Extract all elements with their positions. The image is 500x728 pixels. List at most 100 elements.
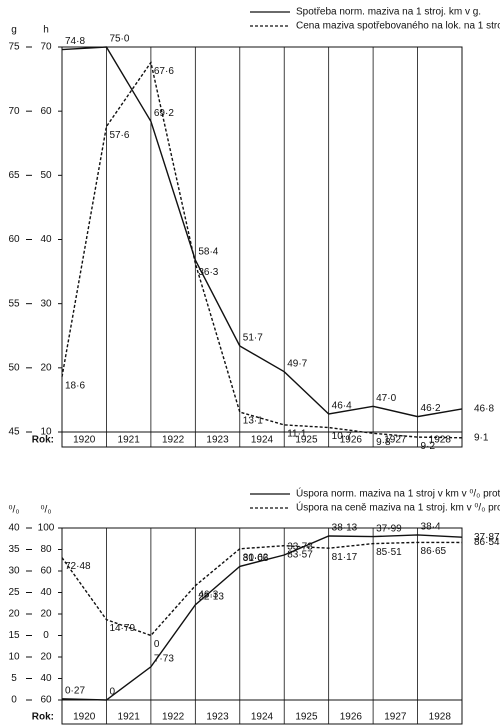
- y2-tick-label: 60: [40, 106, 52, 117]
- data-label: 58·4: [198, 247, 218, 258]
- x-tick-label: 1928: [429, 712, 452, 723]
- data-label: 9·2: [421, 441, 436, 452]
- data-label: 49·7: [287, 358, 307, 369]
- y2-tick-label: 40: [40, 587, 52, 598]
- x-tick-label: 1925: [295, 712, 318, 723]
- x-tick-label: 1923: [206, 712, 229, 723]
- data-label: 9·1: [474, 432, 489, 443]
- x-tick-label: 1924: [251, 712, 274, 723]
- data-label: 36·3: [198, 267, 218, 278]
- y2-tick-label: 60: [40, 695, 52, 706]
- plot-frame: [61, 46, 463, 448]
- series-line: [61, 46, 463, 418]
- y2-axis-label: ⁰/₀: [41, 505, 52, 516]
- y2-tick-label: 100: [38, 523, 55, 534]
- data-label: 31·06: [243, 553, 269, 564]
- data-label: 85·51: [376, 547, 402, 558]
- y-tick-label: 5: [11, 673, 17, 684]
- data-label: 86·65: [421, 546, 447, 557]
- data-label: 72·48: [65, 561, 91, 572]
- x-tick-label: 1922: [162, 712, 185, 723]
- y2-tick-label: 30: [40, 298, 52, 309]
- x-tick-label: 1928: [429, 435, 452, 446]
- legend-label: Úspora na ceně maziva na 1 stroj. km v ⁰…: [296, 501, 500, 514]
- data-label: 33·73: [287, 542, 313, 553]
- data-label: 47·0: [376, 393, 396, 404]
- x-tick-label: 1927: [384, 712, 407, 723]
- series-line: [61, 541, 463, 637]
- data-label: 10·7: [332, 431, 352, 442]
- y2-tick-label: 80: [40, 544, 52, 555]
- x-tick-label: 1920: [73, 712, 96, 723]
- data-label: 83·57: [287, 549, 313, 560]
- y-tick-label: 40: [8, 523, 20, 534]
- y2-tick-label: 20: [40, 609, 52, 620]
- x-axis-label: Rok:: [32, 712, 54, 723]
- y-tick-label: 70: [8, 106, 20, 117]
- y2-tick-label: 40: [40, 673, 52, 684]
- y-tick-label: 30: [8, 566, 20, 577]
- y-tick-label: 10: [8, 652, 20, 663]
- x-tick-label: 1921: [118, 435, 141, 446]
- data-label: 86·54: [474, 537, 500, 548]
- y2-tick-label: 0: [43, 630, 49, 641]
- data-label: 0: [109, 687, 115, 698]
- x-tick-label: 1925: [295, 435, 318, 446]
- y-tick-label: 45: [8, 427, 20, 438]
- x-axis-label: Rok:: [32, 435, 54, 446]
- y-axis-label: ⁰/₀: [9, 505, 20, 516]
- data-label: 75·0: [109, 34, 129, 45]
- data-label: 22·13: [198, 591, 224, 602]
- series-line: [61, 60, 463, 439]
- data-label: 80·62: [243, 552, 269, 563]
- data-label: 0·27: [65, 685, 85, 696]
- plot-frame: [61, 527, 463, 725]
- y-tick-label: 55: [8, 298, 20, 309]
- x-tick-label: 1922: [162, 435, 185, 446]
- y-tick-label: 20: [8, 609, 20, 620]
- y2-tick-label: 20: [40, 652, 52, 663]
- y2-axis-label: h: [43, 25, 49, 36]
- legend-label: Spotřeba norm. maziva na 1 stroj. km v g…: [296, 7, 481, 18]
- x-tick-label: 1926: [340, 712, 363, 723]
- data-label: 7·73: [154, 653, 174, 664]
- y-tick-label: 25: [8, 587, 20, 598]
- legend-label: Úspora norm. maziva na 1 stroj v km v ⁰/…: [296, 487, 500, 500]
- data-label: 9·8: [376, 437, 391, 448]
- legend-label: Cena maziva spotřebovaného na lok. na 1 …: [296, 21, 500, 32]
- data-label: 11·1: [287, 429, 307, 440]
- x-tick-label: 1924: [251, 435, 274, 446]
- y-tick-label: 75: [8, 42, 20, 53]
- y2-tick-label: 40: [40, 234, 52, 245]
- data-label: 46·4: [332, 401, 352, 412]
- x-tick-label: 1920: [73, 435, 96, 446]
- data-label: 37·99: [376, 523, 402, 534]
- data-label: 18·6: [65, 380, 85, 391]
- data-label: 81·17: [332, 552, 358, 563]
- data-label: 0: [154, 639, 160, 650]
- data-label: 38·4: [421, 522, 441, 533]
- data-label: 37·87: [474, 532, 500, 543]
- y2-tick-label: 60: [40, 566, 52, 577]
- data-label: 13·1: [243, 416, 263, 427]
- data-label: 46·3: [198, 589, 218, 600]
- series-line: [61, 534, 463, 701]
- y2-tick-label: 10: [40, 427, 52, 438]
- data-label: 46·8: [474, 404, 494, 415]
- data-label: 67·6: [154, 66, 174, 77]
- y-tick-label: 0: [11, 695, 17, 706]
- data-label: 38·13: [332, 523, 358, 534]
- y2-tick-label: 50: [40, 170, 52, 181]
- x-tick-label: 1923: [206, 435, 229, 446]
- y-tick-label: 65: [8, 170, 20, 181]
- data-label: 57·6: [109, 130, 129, 141]
- y2-tick-label: 70: [40, 42, 52, 53]
- data-label: 74·8: [65, 36, 85, 47]
- y-tick-label: 35: [8, 544, 20, 555]
- y-axis-label: g: [11, 25, 17, 36]
- x-tick-label: 1921: [118, 712, 141, 723]
- y-tick-label: 50: [8, 362, 20, 373]
- data-label: 46·2: [421, 403, 441, 414]
- x-tick-label: 1927: [384, 435, 407, 446]
